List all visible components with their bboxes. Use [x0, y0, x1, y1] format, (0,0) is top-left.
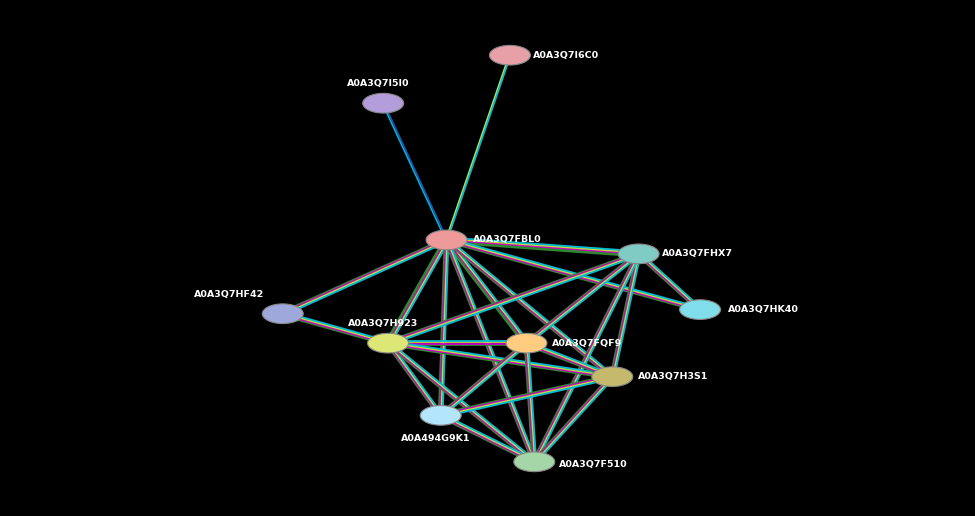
- Text: A0A3Q7H3S1: A0A3Q7H3S1: [638, 372, 708, 381]
- Text: A0A3Q7FBL0: A0A3Q7FBL0: [473, 235, 541, 245]
- Text: A0A3Q7H923: A0A3Q7H923: [348, 319, 418, 328]
- Text: A0A3Q7I5I0: A0A3Q7I5I0: [347, 79, 409, 88]
- Ellipse shape: [426, 230, 467, 250]
- Text: A0A3Q7I6C0: A0A3Q7I6C0: [533, 51, 600, 60]
- Ellipse shape: [363, 93, 404, 113]
- Text: A0A3Q7HF42: A0A3Q7HF42: [194, 289, 264, 299]
- Ellipse shape: [680, 300, 721, 319]
- Ellipse shape: [420, 406, 461, 425]
- Ellipse shape: [506, 333, 547, 353]
- Ellipse shape: [618, 244, 659, 264]
- Text: A0A494G9K1: A0A494G9K1: [401, 434, 471, 443]
- Ellipse shape: [489, 45, 530, 65]
- Ellipse shape: [368, 333, 409, 353]
- Text: A0A3Q7FQF9: A0A3Q7FQF9: [552, 338, 622, 348]
- Ellipse shape: [592, 367, 633, 386]
- Ellipse shape: [514, 452, 555, 472]
- Text: A0A3Q7HK40: A0A3Q7HK40: [728, 305, 799, 314]
- Ellipse shape: [262, 304, 303, 324]
- Text: A0A3Q7F510: A0A3Q7F510: [559, 460, 627, 469]
- Text: A0A3Q7FHX7: A0A3Q7FHX7: [662, 249, 732, 259]
